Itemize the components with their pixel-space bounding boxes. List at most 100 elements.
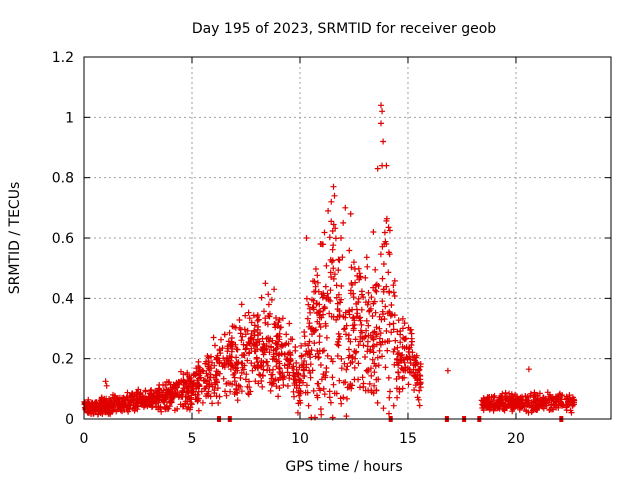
data-point bbox=[336, 312, 343, 319]
data-point bbox=[181, 379, 188, 385]
data-point bbox=[276, 358, 282, 365]
x-tick-label: 0 bbox=[80, 431, 89, 447]
data-point bbox=[484, 399, 491, 406]
data-point bbox=[357, 327, 364, 334]
data-point bbox=[306, 323, 312, 330]
data-point bbox=[321, 391, 328, 398]
data-point bbox=[556, 390, 563, 397]
data-point bbox=[564, 397, 571, 403]
data-point bbox=[273, 340, 280, 347]
data-point bbox=[383, 328, 390, 334]
data-point bbox=[237, 375, 244, 381]
data-point bbox=[190, 371, 197, 378]
data-point bbox=[394, 351, 401, 358]
data-point bbox=[377, 330, 384, 337]
data-point bbox=[360, 342, 367, 349]
data-point bbox=[377, 251, 384, 258]
data-point bbox=[379, 108, 386, 115]
data-point bbox=[244, 327, 251, 334]
data-point bbox=[284, 365, 291, 372]
data-point bbox=[374, 354, 381, 361]
data-point bbox=[373, 281, 380, 288]
data-point bbox=[368, 389, 375, 396]
data-point bbox=[350, 327, 357, 334]
data-point bbox=[414, 376, 421, 383]
data-point bbox=[341, 325, 348, 332]
data-point bbox=[316, 314, 323, 321]
data-point bbox=[310, 306, 317, 313]
data-point bbox=[316, 339, 323, 346]
data-point bbox=[345, 346, 352, 353]
data-point bbox=[186, 406, 193, 413]
data-point bbox=[213, 378, 220, 385]
data-point bbox=[405, 348, 412, 355]
data-point bbox=[391, 361, 398, 368]
data-point bbox=[347, 381, 354, 387]
data-point bbox=[329, 374, 336, 381]
data-point bbox=[169, 394, 176, 401]
data-point bbox=[173, 384, 180, 391]
data-point bbox=[234, 367, 241, 374]
data-point bbox=[546, 407, 553, 413]
data-point bbox=[342, 204, 349, 211]
data-point bbox=[114, 396, 121, 403]
data-point bbox=[382, 303, 389, 310]
data-point bbox=[401, 359, 408, 366]
data-point bbox=[142, 395, 149, 402]
x-tick-label: 20 bbox=[507, 431, 525, 447]
data-point bbox=[312, 353, 319, 360]
data-point bbox=[384, 347, 391, 354]
data-point bbox=[159, 391, 166, 398]
data-point bbox=[254, 359, 261, 366]
data-point bbox=[408, 335, 415, 342]
data-point bbox=[502, 389, 509, 396]
data-point bbox=[335, 256, 342, 263]
data-point bbox=[216, 393, 223, 400]
data-point bbox=[135, 386, 142, 393]
data-point bbox=[331, 390, 338, 397]
data-point bbox=[346, 311, 353, 318]
data-point bbox=[216, 359, 223, 366]
data-point bbox=[335, 330, 342, 337]
data-point bbox=[321, 347, 327, 354]
data-point bbox=[390, 320, 397, 327]
data-point bbox=[249, 367, 256, 374]
data-point bbox=[380, 405, 387, 412]
data-point bbox=[397, 339, 404, 346]
data-point bbox=[525, 366, 532, 373]
data-point bbox=[308, 347, 315, 354]
data-point bbox=[297, 377, 304, 384]
data-point bbox=[203, 370, 210, 377]
data-point bbox=[261, 308, 267, 315]
data-point bbox=[365, 322, 372, 329]
data-point bbox=[383, 217, 390, 224]
data-point bbox=[349, 354, 356, 360]
data-point bbox=[90, 405, 97, 412]
data-point bbox=[290, 388, 297, 395]
data-point bbox=[568, 409, 575, 416]
data-point bbox=[238, 388, 245, 395]
data-point bbox=[338, 365, 345, 372]
data-point bbox=[335, 291, 342, 298]
data-point bbox=[408, 330, 415, 337]
tick-labels: 0 0.2 0.4 0.6 0.8 1 1.2 0 5 10 15 20 bbox=[52, 50, 525, 447]
data-point bbox=[182, 398, 189, 405]
data-point bbox=[310, 297, 317, 304]
data-point bbox=[390, 326, 397, 333]
data-point bbox=[303, 295, 310, 302]
data-point bbox=[408, 369, 415, 376]
data-point bbox=[390, 282, 397, 289]
data-point bbox=[330, 183, 337, 190]
data-point bbox=[528, 409, 535, 415]
data-point bbox=[204, 353, 211, 359]
data-point bbox=[399, 351, 406, 358]
data-point bbox=[251, 332, 258, 339]
data-point bbox=[284, 383, 291, 389]
data-point bbox=[83, 402, 90, 409]
data-point bbox=[223, 392, 230, 399]
data-point bbox=[338, 235, 344, 241]
data-point bbox=[307, 309, 314, 316]
data-point bbox=[159, 397, 166, 404]
data-point bbox=[210, 334, 217, 341]
data-point bbox=[411, 387, 418, 393]
